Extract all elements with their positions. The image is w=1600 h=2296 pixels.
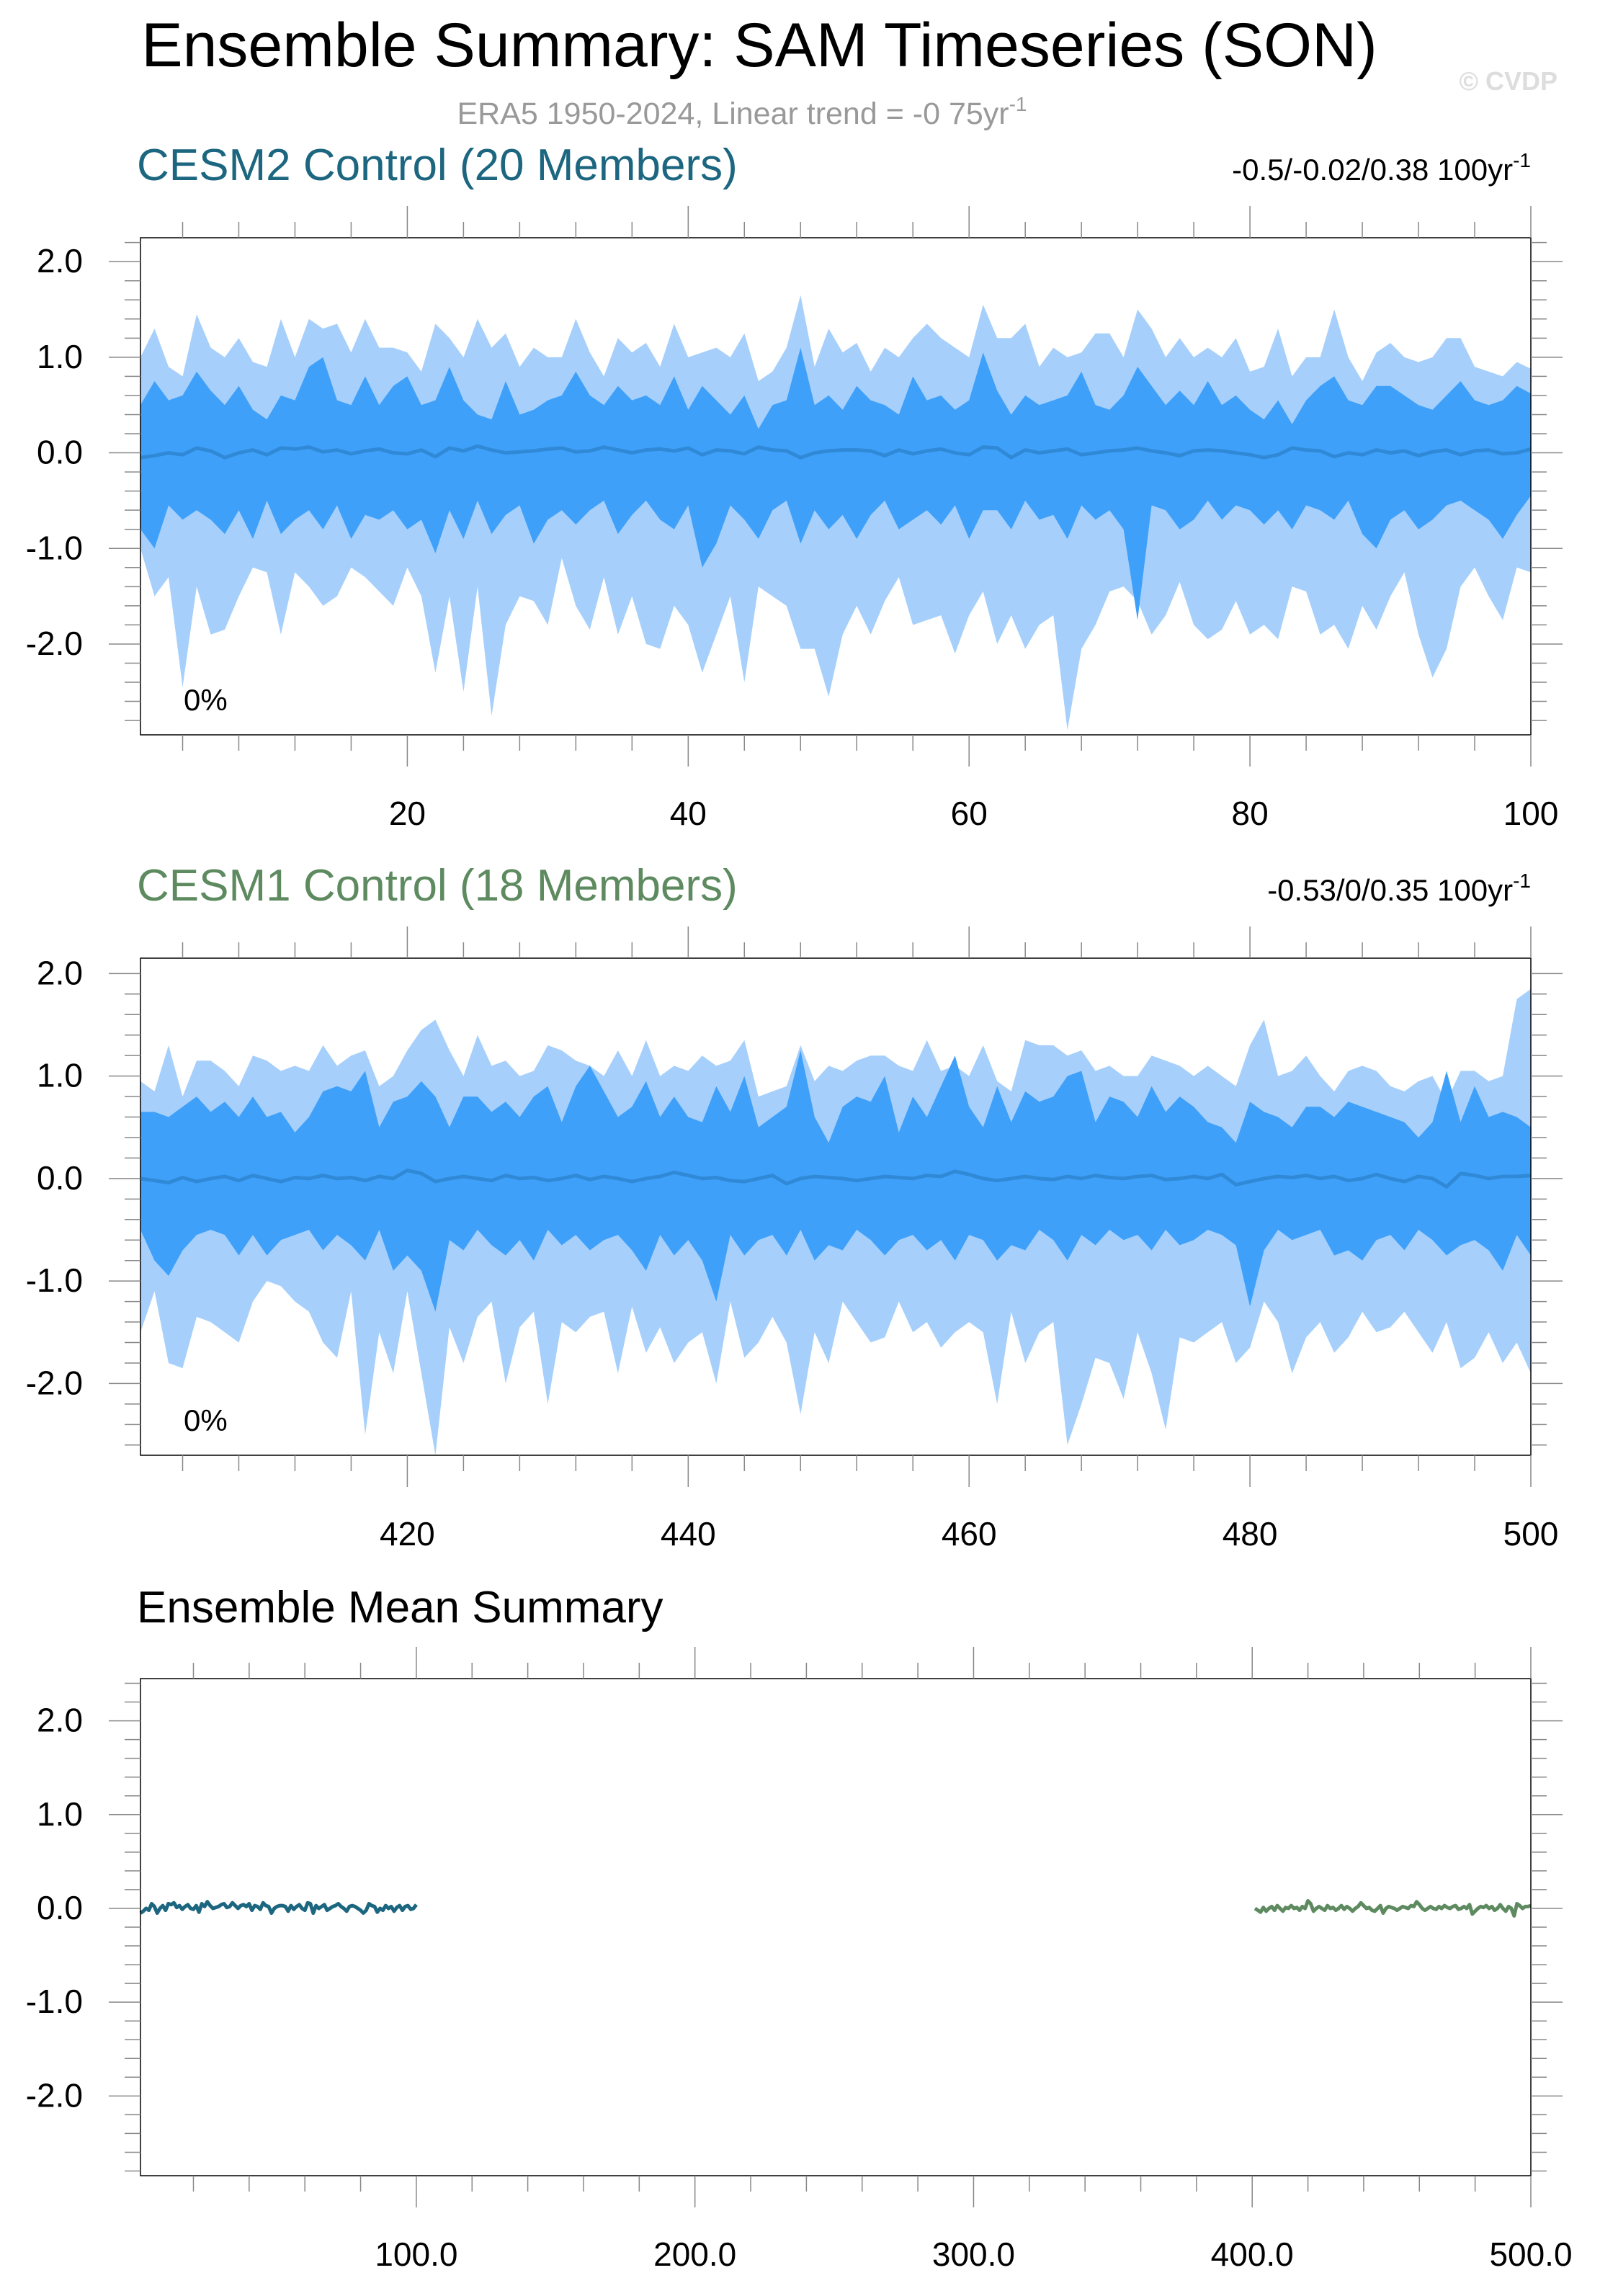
panel-title: Ensemble Mean Summary — [137, 1583, 663, 1632]
y-tick-label: 1.0 — [37, 338, 83, 375]
percent-label: 0% — [184, 683, 228, 717]
x-tick-label: 300.0 — [932, 2235, 1015, 2273]
main-title: Ensemble Summary: SAM Timeseries (SON) — [141, 11, 1377, 80]
trend-label: -0.53/0/0.35 100yr-1 — [1267, 870, 1531, 907]
y-tick-label: -2.0 — [26, 1364, 83, 1401]
cesm2-mean-line — [139, 1900, 418, 1915]
plot-frame — [140, 957, 1532, 1456]
y-tick-label: 1.0 — [37, 1057, 83, 1094]
y-tick-label: 0.0 — [37, 434, 83, 471]
y-tick-label: -1.0 — [26, 1261, 83, 1299]
trend-label-text: -0.53/0/0.35 100yr — [1267, 873, 1513, 907]
trend-label-superscript: -1 — [1513, 870, 1531, 892]
x-tick-label: 480 — [1223, 1515, 1278, 1553]
x-tick-label: 500.0 — [1489, 2235, 1572, 2273]
x-tick-label: 200.0 — [653, 2235, 736, 2273]
x-tick-label: 60 — [951, 795, 988, 832]
ensemble-mean-line — [140, 444, 1532, 460]
y-tick-label: 2.0 — [37, 954, 83, 991]
x-tick-label: 100.0 — [375, 2235, 457, 2273]
y-tick-label: 2.0 — [37, 1702, 83, 1739]
y-tick-label: 1.0 — [37, 1795, 83, 1833]
watermark: © CVDP — [1459, 66, 1557, 96]
x-tick-label: 500 — [1503, 1515, 1559, 1553]
ensemble-mean-panel: Ensemble Mean Summary 2.0 1.0 0.0 -1.0 -2.0 10… — [26, 1583, 1573, 2273]
y-tick-label: 0.0 — [37, 1159, 83, 1197]
x-tick-label: 420 — [380, 1515, 435, 1553]
plot-frame — [140, 237, 1532, 736]
y-tick-label: 0.0 — [37, 1889, 83, 1926]
subtitle-superscript: -1 — [1009, 93, 1027, 115]
y-tick-label: -1.0 — [26, 529, 83, 566]
inner-spread-band — [140, 347, 1531, 620]
x-tick-label: 440 — [661, 1515, 716, 1553]
percent-label: 0% — [184, 1403, 228, 1437]
y-tick-label: 2.0 — [37, 242, 83, 280]
panel-title: CESM2 Control (20 Members) — [137, 140, 738, 190]
y-tick-label: -1.0 — [26, 1983, 83, 2020]
cesm1-mean-line — [1253, 1899, 1532, 1918]
y-tick-label: -2.0 — [26, 2076, 83, 2114]
subtitle-text: ERA5 1950-2024, Linear trend = -0 75yr — [457, 97, 1009, 131]
x-tick-label: 400.0 — [1211, 2235, 1294, 2273]
cesm1-panel: CESM1 Control (18 Members) -0.53/0/0.35 1… — [26, 861, 1563, 1553]
x-tick-label: 100 — [1503, 795, 1559, 832]
x-tick-label: 20 — [389, 795, 426, 832]
inner-spread-band — [140, 1050, 1531, 1312]
x-tick-label: 460 — [942, 1515, 997, 1553]
ensemble-mean-line — [140, 1169, 1532, 1189]
panel-title: CESM1 Control (18 Members) — [137, 861, 738, 911]
y-tick-label: -2.0 — [26, 625, 83, 662]
x-tick-label: 40 — [670, 795, 707, 832]
trend-label: -0.5/-0.02/0.38 100yr-1 — [1232, 149, 1531, 187]
trend-label-superscript: -1 — [1513, 149, 1531, 171]
subtitle: ERA5 1950-2024, Linear trend = -0 75yr-1 — [457, 93, 1027, 131]
cesm2-panel: CESM2 Control (20 Members) -0.5/-0.02/0.3… — [26, 140, 1563, 832]
x-tick-label: 80 — [1232, 795, 1269, 832]
trend-label-text: -0.5/-0.02/0.38 100yr — [1232, 153, 1513, 187]
